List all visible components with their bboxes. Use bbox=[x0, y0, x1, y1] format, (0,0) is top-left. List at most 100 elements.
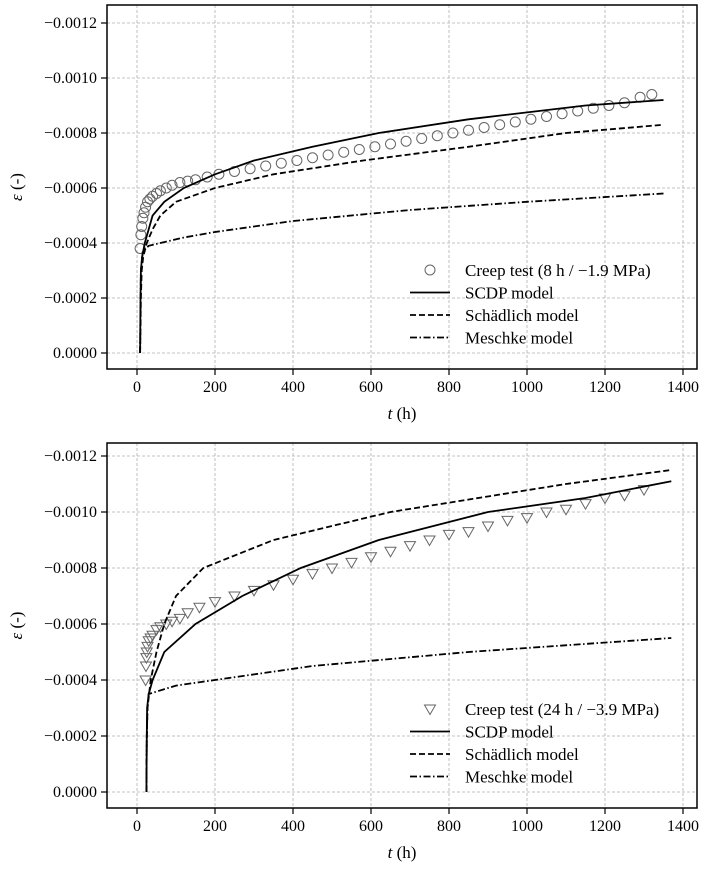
data-point bbox=[442, 529, 456, 541]
data-point bbox=[579, 499, 592, 511]
axes: 0 200 400 600 800 1000 1200 1400 0.0000 −0.0002 −0… bbox=[7, 4, 699, 423]
legend-label: Creep test (24 h / −3.9 MPa) bbox=[465, 700, 659, 719]
data-point bbox=[447, 127, 459, 139]
y-tick-label: −0.0008 bbox=[44, 560, 97, 577]
data-point bbox=[193, 602, 206, 614]
legend-item: Schädlich model bbox=[410, 306, 579, 325]
legend-item: SCDP model bbox=[410, 284, 554, 303]
data-point bbox=[154, 185, 166, 197]
x-tick-label: 600 bbox=[359, 818, 383, 835]
data-point bbox=[325, 563, 339, 575]
legend-label: Meschke model bbox=[465, 329, 573, 348]
x-tick-label: 1200 bbox=[589, 379, 621, 396]
data-point bbox=[559, 504, 573, 516]
data-point bbox=[501, 515, 514, 527]
data-point bbox=[462, 527, 475, 539]
chart-1: 0 200 400 600 800 1000 1200 1400 0.0000 −0.0002 −0… bbox=[7, 4, 699, 423]
data-point bbox=[306, 569, 319, 581]
data-point bbox=[146, 630, 159, 642]
data-point bbox=[618, 490, 631, 502]
x-axis-label: t (h) bbox=[388, 843, 417, 862]
legend-item: SCDP model bbox=[410, 723, 554, 742]
x-tick-label: 0 bbox=[133, 818, 141, 835]
data-point bbox=[260, 160, 272, 172]
x-tick-label: 1200 bbox=[589, 818, 621, 835]
data-point bbox=[165, 616, 179, 628]
y-axis-label: ε (-) bbox=[7, 612, 26, 640]
data-point bbox=[603, 100, 615, 111]
y-tick-label: 0.0000 bbox=[53, 345, 97, 362]
data-point bbox=[345, 557, 358, 569]
data-point bbox=[201, 171, 213, 183]
x-tick-label: 1000 bbox=[511, 379, 543, 396]
data-point bbox=[139, 653, 153, 665]
y-tick-label: −0.0002 bbox=[44, 290, 97, 307]
series-3 bbox=[145, 469, 672, 793]
data-point bbox=[173, 613, 187, 625]
y-tick-label: 0.0000 bbox=[53, 784, 97, 801]
data-point bbox=[244, 163, 256, 175]
series-line bbox=[145, 469, 672, 793]
data-point bbox=[509, 116, 521, 128]
series-2 bbox=[145, 480, 672, 793]
data-point bbox=[307, 152, 318, 164]
data-point bbox=[637, 485, 651, 497]
x-tick-label: 1000 bbox=[511, 818, 543, 835]
data-point bbox=[151, 188, 162, 199]
legend-item: Schädlich model bbox=[410, 745, 579, 764]
legend-label: Meschke model bbox=[465, 768, 573, 787]
data-point bbox=[403, 541, 417, 553]
x-tick-label: 800 bbox=[437, 818, 461, 835]
data-point bbox=[144, 193, 156, 205]
data-point bbox=[275, 157, 287, 169]
y-tick-label: −0.0010 bbox=[44, 504, 97, 521]
data-point bbox=[139, 661, 153, 673]
plot-frame bbox=[106, 4, 698, 370]
data-point bbox=[353, 144, 365, 155]
data-point bbox=[384, 546, 397, 558]
data-point bbox=[369, 141, 381, 153]
series-line bbox=[139, 192, 664, 354]
series-line bbox=[145, 480, 672, 793]
x-tick-label: 200 bbox=[203, 818, 227, 835]
data-point bbox=[228, 591, 241, 603]
data-point bbox=[181, 608, 195, 620]
data-point bbox=[208, 597, 222, 609]
y-tick-label: −0.0012 bbox=[44, 448, 97, 465]
y-tick-label: −0.0002 bbox=[44, 728, 97, 745]
data-point bbox=[494, 119, 506, 131]
y-tick-label: −0.0006 bbox=[44, 180, 97, 197]
y-tick-label: −0.0004 bbox=[44, 235, 97, 252]
y-tick-label: −0.0004 bbox=[44, 672, 97, 689]
legend-marker bbox=[424, 264, 436, 276]
x-tick-label: 400 bbox=[281, 818, 305, 835]
data-point bbox=[136, 221, 148, 232]
data-point bbox=[160, 182, 172, 194]
y-tick-label: −0.0010 bbox=[44, 70, 97, 87]
data-point bbox=[286, 574, 300, 586]
x-axis-label: t (h) bbox=[388, 404, 417, 423]
x-tick-label: 1400 bbox=[667, 818, 699, 835]
legend-item: Meschke model bbox=[410, 768, 573, 787]
legend: Creep test (24 h / −3.9 MPa) SCDP model Sc… bbox=[410, 700, 659, 787]
legend-item: Meschke model bbox=[410, 329, 573, 348]
legend: Creep test (8 h / −1.9 MPa) SCDP model Sch… bbox=[410, 261, 651, 348]
data-point bbox=[587, 102, 599, 114]
data-point bbox=[138, 207, 150, 219]
data-point bbox=[416, 133, 428, 144]
data-point bbox=[423, 535, 436, 547]
data-point bbox=[139, 675, 152, 687]
data-point bbox=[463, 124, 474, 136]
series-line bbox=[139, 123, 664, 354]
data-point bbox=[338, 146, 350, 158]
x-tick-label: 1400 bbox=[667, 379, 699, 396]
data-point bbox=[646, 89, 658, 100]
y-tick-label: −0.0008 bbox=[44, 125, 97, 142]
data-point bbox=[174, 177, 186, 188]
legend-item: Creep test (24 h / −3.9 MPa) bbox=[423, 700, 659, 719]
data-point bbox=[147, 190, 159, 202]
legend-item: Creep test (8 h / −1.9 MPa) bbox=[424, 261, 651, 280]
y-axis-label: ε (-) bbox=[7, 173, 26, 201]
y-tick-label: −0.0006 bbox=[44, 616, 97, 633]
